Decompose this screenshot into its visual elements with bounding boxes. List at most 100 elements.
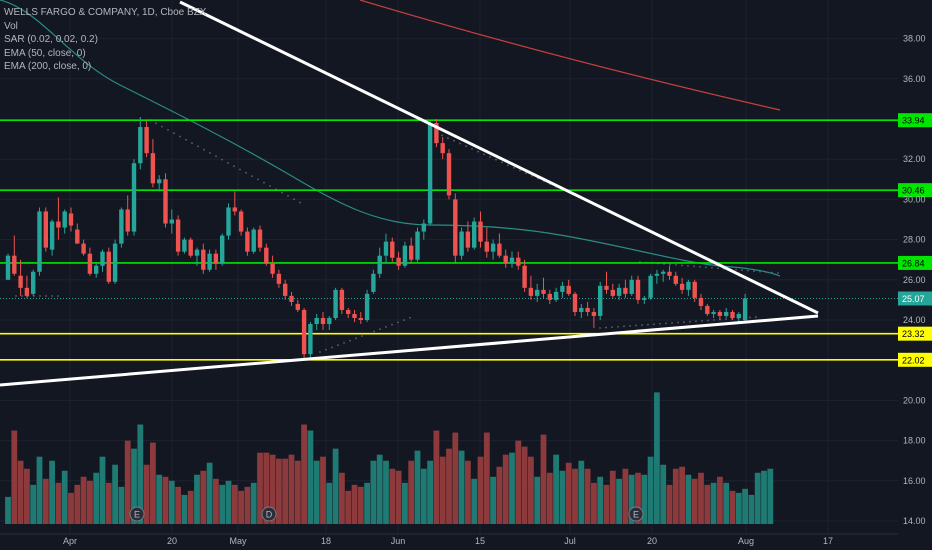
volume-bar [704, 484, 711, 524]
candle-body [270, 263, 275, 274]
sar-dot [711, 266, 713, 269]
candle-body [553, 291, 559, 300]
legend-sar[interactable]: SAR (0.02, 0.02, 0.2) [4, 34, 98, 45]
candle-body [56, 221, 61, 228]
time-axis[interactable]: Apr 20 May 18 Jun 15 Jul 20 Aug 17 [0, 533, 898, 546]
volume-bar [206, 462, 213, 524]
candle-body [490, 243, 496, 252]
sar-dot [677, 321, 679, 324]
candle-body [150, 153, 156, 184]
sar-dot [701, 319, 703, 322]
sar-dot [507, 164, 509, 167]
triangle-trendlines[interactable] [0, 0, 819, 387]
volume-bar [219, 484, 226, 524]
sar-dot [343, 341, 345, 344]
candle-body [377, 255, 382, 274]
candle-body [516, 257, 521, 266]
candle-body [119, 209, 124, 244]
sar-dot [623, 325, 625, 328]
sar-dot [409, 316, 411, 319]
volume-bar [609, 470, 616, 524]
volume-bar [735, 492, 742, 524]
candle-body [623, 287, 628, 294]
sar-dot [185, 138, 187, 141]
sar-dot [755, 316, 757, 318]
candle-body [440, 143, 445, 154]
price-axis[interactable]: 38.00 36.00 32.00 30.00 28.00 26.00 24.00 20.00… [903, 34, 926, 526]
sar-dot [735, 268, 737, 271]
volume-bar [30, 484, 37, 524]
sar-dot [495, 158, 497, 161]
sar-dot [349, 339, 351, 342]
candle-body [87, 253, 93, 274]
candle-body [364, 293, 370, 320]
sar-dot [221, 158, 223, 161]
time-tick-label: Jul [564, 536, 576, 546]
candle-body [383, 241, 389, 256]
legend-ema50[interactable]: EMA (50, close, 0) [4, 47, 86, 59]
volume-bar [42, 478, 49, 524]
sar-dot [765, 271, 767, 273]
legend-vol[interactable]: Vol [4, 20, 18, 32]
sar-dot [501, 161, 503, 164]
sar-dot [161, 125, 163, 128]
candle-body [49, 221, 55, 250]
sar-dot [385, 326, 387, 328]
level-price-label: 26.84 [902, 258, 925, 268]
sar-dot [749, 316, 751, 319]
volume-bar [187, 490, 194, 524]
sar-dot [653, 323, 655, 326]
price-tick-label: 20.00 [903, 395, 926, 405]
horizontal-levels[interactable]: 33.94 30.46 26.84 23.32 22.02 25.07 [0, 113, 932, 367]
sar-dot [209, 152, 211, 154]
sar-dot [605, 326, 607, 329]
candle-body [346, 309, 351, 314]
volume-bar [257, 452, 263, 524]
sar-dot [675, 263, 677, 266]
level-price-label: 33.94 [902, 116, 925, 126]
candle-body [497, 243, 502, 256]
candle-body [352, 313, 357, 318]
volume-bar [143, 464, 150, 524]
candle-body [213, 253, 219, 264]
volume-bar [339, 472, 345, 524]
volume-bar [320, 456, 326, 524]
sar-dot [299, 201, 301, 204]
candle-body [409, 245, 414, 260]
volume-bar [36, 456, 43, 524]
candle-body [535, 289, 540, 296]
volume-bar [389, 468, 396, 524]
event-marker [628, 506, 644, 522]
volume-bar [5, 496, 11, 524]
volume-bar [603, 484, 610, 524]
volume-bar [269, 454, 276, 524]
volume-bar [723, 482, 730, 524]
candle-body [717, 311, 723, 316]
level-price-tag [898, 352, 932, 367]
volume-bar [294, 460, 301, 524]
volume-bar [250, 482, 257, 524]
candle-body [100, 251, 105, 266]
sar-dot [681, 264, 683, 267]
volume-bar [238, 490, 244, 524]
volume-bar [162, 476, 169, 524]
volume-bar [112, 464, 118, 524]
time-tick-label: Aug [738, 536, 754, 546]
candle-body [459, 231, 464, 256]
volume-bar [660, 464, 667, 524]
volume-bar [11, 430, 18, 524]
candle-body [465, 231, 471, 248]
time-tick-label: May [229, 536, 247, 546]
sar-dot [447, 137, 449, 140]
candle-body [453, 199, 458, 256]
legend-ema200[interactable]: EMA (200, close, 0) [4, 61, 92, 72]
sar-dot [465, 145, 467, 148]
candle-body [585, 307, 590, 312]
volume-bar [515, 440, 522, 524]
legend-symbol[interactable]: WELLS FARGO & COMPANY, 1D, Cboe BZX [4, 7, 207, 18]
candle-body [711, 311, 716, 314]
candle-body [276, 273, 282, 284]
candle-body [742, 298, 748, 320]
